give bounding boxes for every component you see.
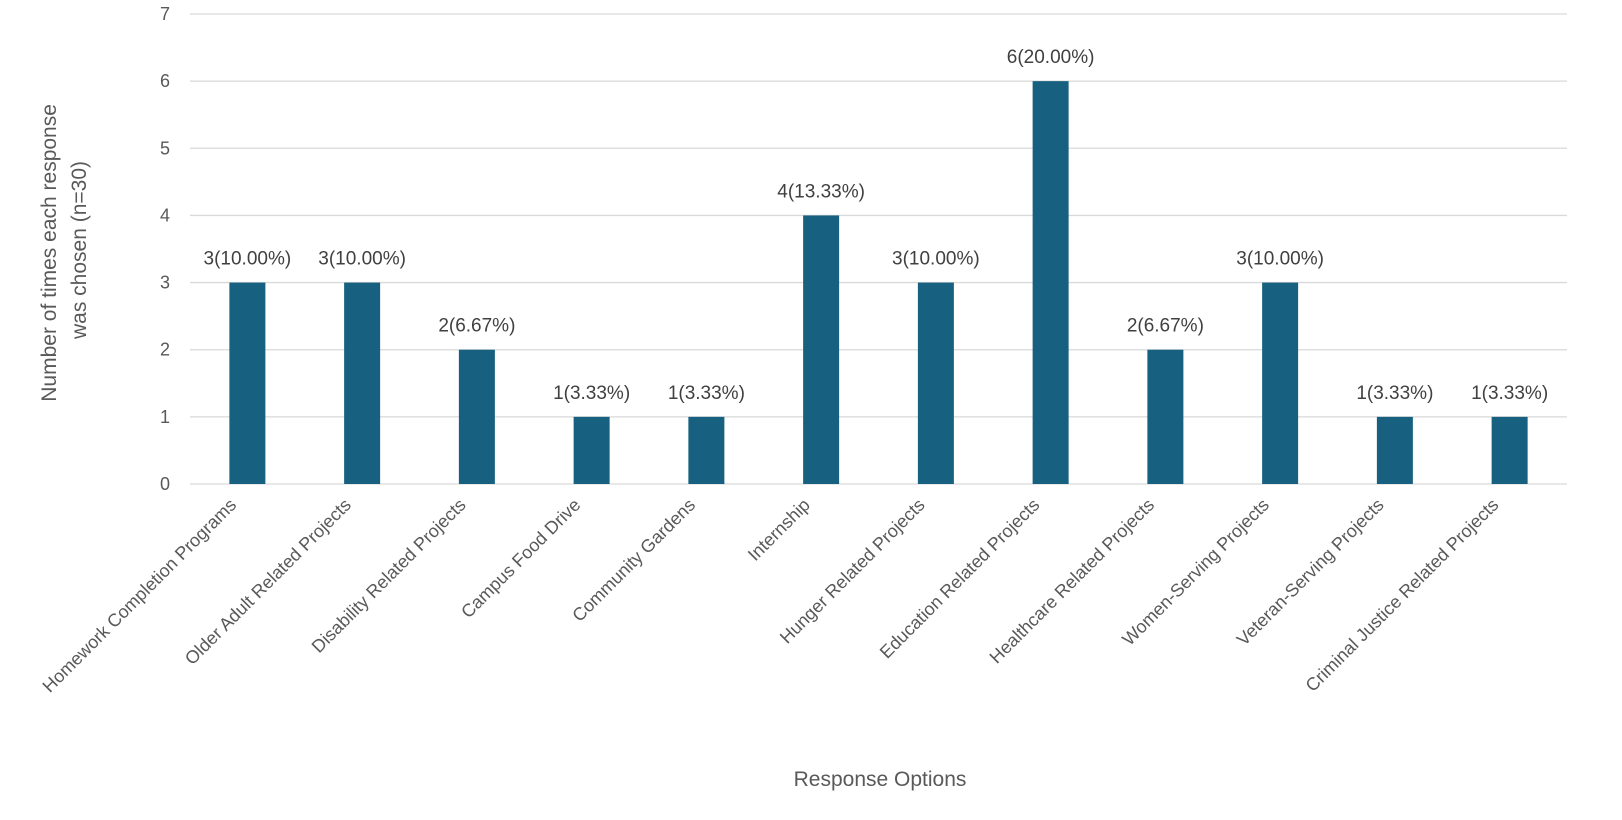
bar	[1491, 416, 1528, 484]
x-category-label: Campus Food Drive	[457, 495, 584, 622]
bar	[1376, 416, 1413, 484]
x-category-label: Homework Completion Programs	[39, 495, 241, 697]
data-label: 3(10.00%)	[204, 249, 292, 270]
y-tick-label: 6	[160, 71, 170, 91]
y-tick-label: 7	[160, 4, 170, 24]
data-label: 1(3.33%)	[1471, 383, 1548, 404]
y-tick-label: 1	[160, 407, 170, 427]
y-axis-title-line-2: was chosen (n=30)	[68, 161, 91, 340]
x-axis-title: Response Options	[794, 768, 967, 791]
y-tick-label: 0	[160, 474, 170, 494]
bar	[1147, 349, 1184, 484]
data-label: 1(3.33%)	[1356, 383, 1433, 404]
x-category-label: Community Gardens	[568, 495, 699, 626]
data-label: 1(3.33%)	[553, 383, 630, 404]
data-label: 3(10.00%)	[892, 249, 980, 270]
bar	[229, 282, 266, 484]
data-label: 6(20.00%)	[1007, 47, 1095, 68]
data-label: 4(13.33%)	[777, 181, 865, 202]
data-labels: 3(10.00%) 3(10.00%) 2(6.67%) 1(3.33%) 1(3.33…	[204, 47, 1549, 404]
gridlines	[190, 13, 1567, 485]
x-category-label: Internship	[744, 495, 814, 565]
y-axis-ticks: 0 1 2 3 4 5 6 7	[160, 4, 170, 494]
y-tick-label: 5	[160, 138, 170, 158]
data-label: 2(6.67%)	[438, 316, 515, 337]
bar	[1032, 81, 1069, 485]
data-label: 2(6.67%)	[1127, 316, 1204, 337]
bar	[917, 282, 954, 484]
y-tick-label: 3	[160, 273, 170, 293]
y-tick-label: 2	[160, 340, 170, 360]
bar	[688, 416, 725, 484]
bar	[1262, 282, 1299, 484]
data-label: 1(3.33%)	[668, 383, 745, 404]
bar	[573, 416, 610, 484]
y-axis-title-line-1: Number of times each response	[38, 104, 61, 402]
y-axis-title: Number of times each response was chosen…	[38, 98, 91, 401]
bar	[803, 215, 840, 484]
data-label: 3(10.00%)	[318, 249, 406, 270]
y-tick-label: 4	[160, 205, 170, 225]
bar	[458, 349, 495, 484]
bar	[344, 282, 381, 484]
x-category-label: Criminal Justice Related Projects	[1302, 495, 1503, 696]
bars	[229, 81, 1528, 485]
data-label: 3(10.00%)	[1236, 249, 1324, 270]
